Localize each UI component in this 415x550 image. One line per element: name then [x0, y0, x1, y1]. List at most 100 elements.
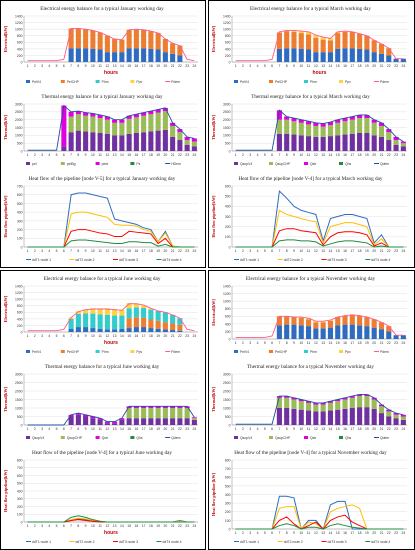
bar-Qstr — [342, 118, 348, 122]
bar-PelCHP — [68, 28, 74, 49]
bar-PelCHP — [371, 40, 377, 53]
bar-PelV4 — [276, 325, 282, 339]
x-tick-label: 21 — [171, 334, 175, 338]
y-axis-label: Electrical[kW] — [3, 295, 8, 322]
legend-swatch — [130, 80, 135, 83]
bar-PelV4 — [75, 48, 81, 62]
bar-PelV4 — [155, 328, 161, 332]
x-tick-label: 18 — [358, 341, 362, 345]
bar-PelCHP — [364, 317, 370, 327]
legend-swatch — [234, 436, 238, 439]
bar-QsupCHP — [371, 122, 377, 136]
bar-PelCHP — [386, 326, 392, 332]
y-tick-label: 1000 — [15, 298, 23, 302]
bar-QsupCHP — [284, 397, 290, 408]
bar-Ppv — [306, 31, 312, 35]
x-tick-label: 1 — [27, 249, 29, 253]
bar-PelCHP — [141, 317, 147, 328]
bar-PelCHP — [371, 319, 377, 328]
x-tick-label: 18 — [149, 64, 153, 68]
x-tick-label: 2 — [34, 153, 36, 157]
y-tick-label: 3000 — [223, 372, 231, 376]
x-tick-label: 9 — [85, 64, 87, 68]
bar-QsupV4 — [306, 136, 312, 151]
bar-Ppv — [291, 30, 297, 32]
bar-PelV4 — [83, 48, 89, 62]
x-tick-label: 2 — [242, 341, 244, 345]
bar-Phm — [155, 310, 161, 321]
bar-Qstr — [83, 414, 89, 417]
y-tick-label: 600 — [17, 311, 23, 315]
bar-Qstr — [75, 413, 81, 415]
bar-PelV4 — [276, 48, 282, 62]
bar-QsupV4 — [393, 144, 399, 151]
x-tick-label: 18 — [149, 249, 153, 253]
legend-label: Qhs — [136, 436, 143, 440]
bar-QsupCHP — [327, 125, 333, 137]
bar-PelCHP — [126, 29, 132, 49]
x-tick-label: 16 — [134, 153, 138, 157]
legend-swatch — [60, 80, 65, 83]
x-tick-label: 1 — [27, 334, 29, 338]
x-tick-label: 9 — [85, 427, 87, 431]
x-tick-label: 4 — [48, 249, 50, 253]
y-tick-label: 0 — [21, 330, 23, 334]
y-tick-label: 2000 — [223, 389, 231, 393]
bar-Ppv — [335, 31, 341, 34]
x-tick-label: 6 — [63, 427, 65, 431]
bar-QsupCHP — [133, 408, 139, 419]
bar-PelV4 — [284, 48, 290, 62]
bar-pest — [97, 114, 103, 119]
bar-QsupV4 — [162, 418, 168, 425]
y-tick-label: 500 — [17, 202, 23, 206]
bar-PelV4 — [126, 328, 132, 332]
bar-QsupCHP — [298, 401, 304, 410]
bar-Qstr — [170, 406, 176, 408]
x-tick-label: 9 — [293, 341, 295, 345]
bar-QsupCHP — [400, 143, 406, 147]
x-tick-label: 14 — [329, 427, 333, 431]
x-tick-label: 6 — [271, 153, 273, 157]
legend-label: Pdem — [171, 350, 180, 354]
bar-Qstr — [364, 114, 370, 119]
chart-8: Thermal energy balance for a typical Jun… — [2, 360, 202, 442]
y-tick-label: 100 — [17, 513, 23, 517]
chart-7: Electrical energy balance for a typical … — [2, 272, 202, 356]
legend-label: pest — [102, 162, 108, 166]
bar-Qstr — [155, 406, 161, 408]
bar-QsupCHP — [148, 408, 154, 419]
bar-QsupV4 — [320, 411, 326, 425]
x-tick-label: 12 — [105, 524, 109, 528]
bar-PelCHP — [335, 317, 341, 326]
bar-Qstr — [357, 394, 363, 397]
bar-Qstr — [291, 118, 297, 122]
bar-PelCHP — [284, 31, 290, 49]
bar-Phm — [177, 318, 183, 325]
legend-label: Phm — [310, 350, 317, 354]
bar-PelCHP — [141, 29, 147, 49]
bar-QsupV4 — [284, 408, 290, 425]
chart-title: Heat flow of the pipeline [node V-4] for… — [238, 175, 382, 182]
x-tick-label: 4 — [257, 153, 259, 157]
x-tick-label: 1 — [235, 153, 237, 157]
y-tick-label: 200 — [17, 505, 23, 509]
x-tick-label: 18 — [358, 427, 362, 431]
y-tick-label: 1500 — [223, 126, 231, 130]
bar-QsupCHP — [349, 397, 355, 408]
x-tick-label: 23 — [185, 427, 189, 431]
bar-QsupV4 — [313, 411, 319, 425]
bar-QsupCHP — [386, 411, 392, 417]
bar-PelV4 — [291, 48, 297, 62]
bar-QsupCHP — [155, 408, 161, 419]
y-tick-label: 0 — [21, 520, 23, 524]
x-tick-label: 16 — [343, 249, 347, 253]
bar-QsupCHP — [378, 406, 385, 414]
bar-Qstr — [291, 397, 297, 400]
legend-swatch — [26, 350, 30, 353]
legend-label: Qstr — [310, 162, 317, 166]
x-tick-label: 14 — [120, 334, 124, 338]
bar-PelV4 — [357, 325, 363, 339]
x-tick-label: 21 — [380, 427, 384, 431]
x-tick-label: 18 — [358, 153, 362, 157]
line-HDem — [27, 104, 195, 151]
